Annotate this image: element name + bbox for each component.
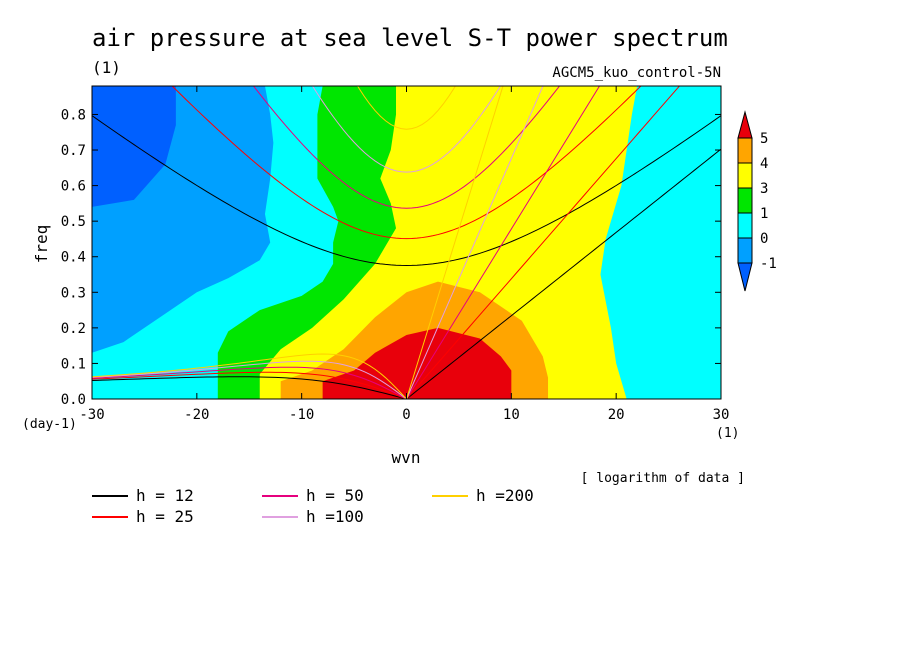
y-tick-label: 0.8 <box>61 107 86 123</box>
legend-label: h = 25 <box>136 507 194 526</box>
gravity-curve-3 <box>311 86 502 173</box>
contour-region-0 <box>92 86 176 207</box>
rossby-curve-1 <box>92 371 407 399</box>
y-tick-label: 0.1 <box>61 356 86 372</box>
x-tick-label: 30 <box>713 407 730 423</box>
kelvin-curve-0 <box>406 148 721 399</box>
colorbar-top-arrow <box>737 110 753 139</box>
gravity-curve-1 <box>171 86 642 240</box>
kelvin-curve-4 <box>406 86 504 399</box>
gravity-curve-2 <box>252 86 561 209</box>
x-tick-label: -20 <box>184 407 209 423</box>
y-axis-ticks: 0.0 0.1 0.2 0.3 0.4 0.5 0.6 0.7 0.8 <box>61 107 721 408</box>
rossby-curve-4 <box>92 353 407 399</box>
legend-label: h = 12 <box>136 486 194 505</box>
colorbar-label: 3 <box>760 181 768 197</box>
gravity-curve-0 <box>92 115 721 266</box>
chart-subtitle-right: AGCM5_kuo_control-5N <box>552 65 721 81</box>
colorbar-label: 0 <box>760 231 768 247</box>
y-tick-label: 0.2 <box>61 321 86 337</box>
x-unit-label: (1) <box>716 426 739 441</box>
x-tick-label: -10 <box>289 407 314 423</box>
colorbar-segment <box>737 212 753 239</box>
colorbar: 5 4 3 1 0 -1 <box>737 110 777 292</box>
colorbar-label: 5 <box>760 131 768 147</box>
y-tick-label: 0.7 <box>61 143 86 159</box>
colorbar-segment <box>737 237 753 264</box>
kelvin-curve-1 <box>406 86 681 399</box>
colorbar-label: 1 <box>760 206 768 222</box>
legend-label: h = 50 <box>306 486 364 505</box>
colorbar-segment <box>737 162 753 189</box>
legend-label: h =200 <box>476 486 534 505</box>
rossby-curve-3 <box>92 360 407 399</box>
colorbar-label: -1 <box>760 256 777 272</box>
y-axis-label: freq <box>32 225 51 264</box>
contour-fill-layer <box>92 86 721 399</box>
y-tick-label: 0.3 <box>61 285 86 301</box>
y-tick-label: 0.4 <box>61 250 86 266</box>
x-axis-ticks: -30 -20 -10 0 10 20 30 <box>79 86 729 423</box>
y-tick-label: 0.6 <box>61 179 86 195</box>
y-tick-label: 0.5 <box>61 214 86 230</box>
x-tick-label: -30 <box>79 407 104 423</box>
y-unit-label: (day-1) <box>22 417 77 432</box>
legend: h = 12 h = 50 h =200 h = 25 h =100 <box>92 486 534 526</box>
contour-region-3 <box>259 86 638 399</box>
legend-label: h =100 <box>306 507 364 526</box>
gravity-curve-4 <box>357 86 456 130</box>
colorbar-label: 4 <box>760 156 768 172</box>
dispersion-curve-layer <box>92 86 721 399</box>
x-tick-label: 0 <box>402 407 410 423</box>
colorbar-segment <box>737 187 753 214</box>
chart-title: air pressure at sea level S-T power spec… <box>92 24 728 52</box>
rossby-curve-0 <box>92 376 407 399</box>
colorbar-segment <box>737 137 753 164</box>
kelvin-curve-2 <box>406 86 601 399</box>
log-note: [ logarithm of data ] <box>581 471 745 486</box>
colorbar-bottom-arrow <box>737 262 753 292</box>
rossby-curve-2 <box>92 366 407 399</box>
x-tick-label: 10 <box>503 407 520 423</box>
kelvin-curve-3 <box>406 86 544 399</box>
y-tick-label: 0.0 <box>61 392 86 408</box>
x-axis-label: wvn <box>392 448 421 467</box>
x-tick-label: 20 <box>608 407 625 423</box>
chart-subtitle-left: (1) <box>92 58 121 77</box>
